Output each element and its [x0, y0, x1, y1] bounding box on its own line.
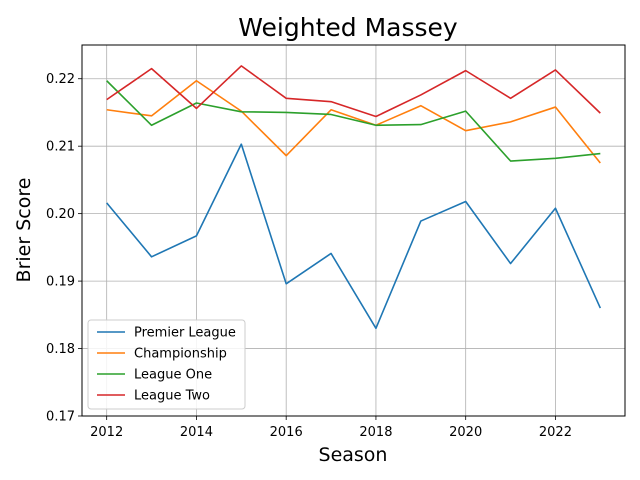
- y-axis: 0.17 0.18 0.19 0.20 0.21 0.22: [46, 72, 82, 425]
- y-tick-label: 0.20: [46, 207, 75, 222]
- legend-box: [87, 319, 246, 410]
- x-tick-label: 2018: [359, 425, 392, 440]
- x-tick-label: 2022: [539, 425, 572, 440]
- x-tick-label: 2014: [180, 425, 213, 440]
- legend-label-league-one: League One: [134, 368, 212, 383]
- y-tick-label: 0.22: [46, 72, 75, 87]
- x-tick-label: 2016: [270, 425, 303, 440]
- x-axis: 2012 2014 2016 2018 2020 2022: [90, 416, 572, 440]
- legend-label-championship: Championship: [134, 347, 227, 362]
- series-line-league-two: [106, 65, 601, 118]
- y-axis-title: Brier Score: [13, 178, 35, 283]
- chart-title: Weighted Massey: [238, 13, 458, 42]
- y-tick-label: 0.21: [46, 140, 75, 155]
- y-tick-label: 0.17: [46, 410, 75, 425]
- plot-frame: [81, 44, 626, 417]
- series-line-championship: [106, 79, 601, 164]
- legend-label-league-two: League Two: [134, 389, 210, 404]
- x-axis-title: Season: [319, 444, 388, 466]
- y-tick-label: 0.19: [46, 275, 75, 290]
- y-tick-label: 0.18: [46, 342, 75, 357]
- x-tick-label: 2020: [449, 425, 482, 440]
- legend-label-premier-league: Premier League: [134, 326, 236, 341]
- series-line-premier-league: [106, 143, 602, 330]
- x-tick-label: 2012: [90, 425, 123, 440]
- series-line-league-one: [106, 80, 601, 162]
- series-layer: [106, 65, 602, 330]
- legend: Premier League Championship League One Leag…: [87, 319, 246, 410]
